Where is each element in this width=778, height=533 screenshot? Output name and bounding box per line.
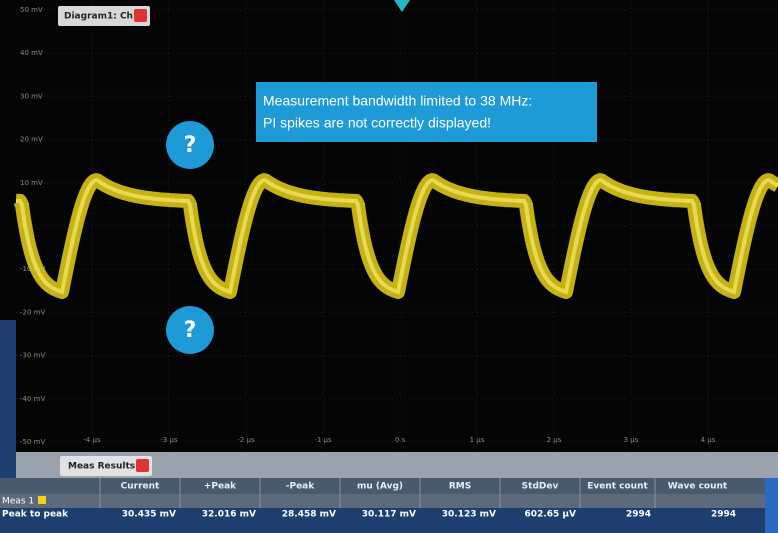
x-axis-label: -4 µs xyxy=(83,436,101,444)
y-axis-label: -30 mV xyxy=(20,352,45,360)
marker xyxy=(166,306,214,354)
y-axis-label: -40 mV xyxy=(20,395,45,403)
column-header: Wave count xyxy=(668,482,728,492)
table-header xyxy=(0,478,765,494)
y-axis-label: 30 mV xyxy=(20,92,43,100)
column-header: mu (Avg) xyxy=(357,482,403,492)
close-button[interactable] xyxy=(134,9,147,22)
y-axis-label: 10 mV xyxy=(20,179,43,187)
cell: 2994 xyxy=(711,510,736,520)
table-row xyxy=(0,494,765,508)
meas-tab-label: Meas Results xyxy=(68,462,135,472)
scrollbar[interactable] xyxy=(765,478,778,533)
callout-box xyxy=(256,82,597,142)
meas-tab[interactable] xyxy=(60,456,152,476)
marker-text: ? xyxy=(184,133,197,158)
diagram-tab-label: Diagram1: Ch1 xyxy=(64,12,139,22)
cell: 30.123 mV xyxy=(442,510,496,520)
waveform-core xyxy=(15,177,778,295)
cell: 602.65 µV xyxy=(525,510,576,520)
y-axis-label: -20 mV xyxy=(20,308,45,316)
meas-icon xyxy=(38,496,46,504)
meas-name: Meas 1 xyxy=(2,497,34,507)
callout-text: Measurement bandwidth limited to 38 MHz: xyxy=(263,93,532,109)
y-axis-label: 50 mV xyxy=(20,6,43,14)
callout-text: PI spikes are not correctly displayed! xyxy=(263,115,491,131)
cell: 30.117 mV xyxy=(362,510,416,520)
column-header: Current xyxy=(121,482,160,492)
cell: 32.016 mV xyxy=(202,510,256,520)
y-axis-label: -50 mV xyxy=(20,438,45,446)
y-axis-label: 40 mV xyxy=(20,49,43,57)
x-axis-label: 2 µs xyxy=(547,436,562,444)
x-axis-label: 3 µs xyxy=(624,436,639,444)
x-axis-label: 1 µs xyxy=(470,436,485,444)
column-header: -Peak xyxy=(286,482,316,492)
column-header: StdDev xyxy=(522,482,559,492)
x-axis-label: 0 s xyxy=(395,436,406,444)
cell: 2994 xyxy=(626,510,651,520)
x-axis-label: -1 µs xyxy=(314,436,332,444)
column-header: Event count xyxy=(587,482,648,492)
x-axis-label: -3 µs xyxy=(160,436,178,444)
cell: 28.458 mV xyxy=(282,510,336,520)
column-header: +Peak xyxy=(204,482,237,492)
trigger-marker xyxy=(394,0,410,12)
marker-text: ? xyxy=(184,318,197,343)
y-axis-label: 20 mV xyxy=(20,136,43,144)
table-footer xyxy=(0,508,765,533)
x-axis-label: 4 µs xyxy=(701,436,716,444)
close-button[interactable] xyxy=(136,459,149,472)
diagram-tab[interactable] xyxy=(58,6,150,26)
row-label: Peak to peak xyxy=(2,510,69,520)
x-axis-label: -2 µs xyxy=(237,436,255,444)
marker xyxy=(166,121,214,169)
cell: 30.435 mV xyxy=(122,510,176,520)
column-header: RMS xyxy=(449,482,471,492)
